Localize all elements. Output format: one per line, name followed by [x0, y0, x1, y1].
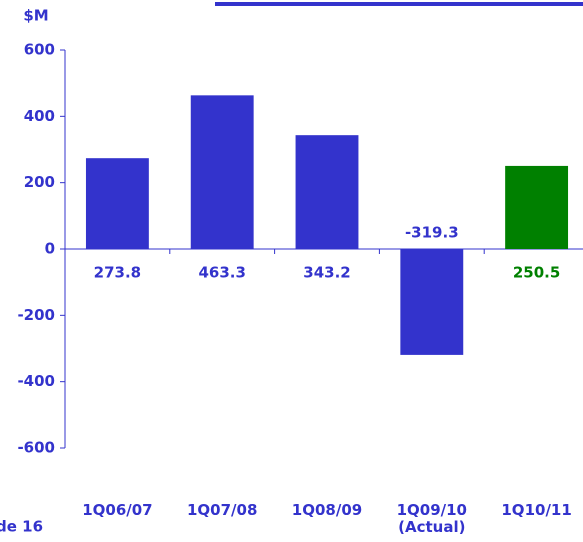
title-underline — [215, 2, 583, 6]
bar — [505, 165, 569, 249]
bar — [85, 158, 149, 249]
footer: de 16 — [0, 518, 43, 536]
x-tick-label: 1Q08/09 — [292, 501, 362, 519]
value-label: 463.3 — [198, 264, 245, 282]
y-axis-label: $M — [23, 7, 48, 25]
bar — [190, 95, 254, 249]
value-label: 250.5 — [513, 264, 560, 282]
x-tick-label: 1Q10/11 — [501, 501, 571, 519]
x-tick-label: 1Q07/08 — [187, 501, 257, 519]
value-label: -319.3 — [405, 224, 459, 242]
y-tick-label: 400 — [24, 107, 55, 125]
y-tick-label: -200 — [17, 306, 55, 324]
y-tick-label: 0 — [45, 240, 55, 258]
y-tick-label: 200 — [24, 173, 55, 191]
y-tick-label: -400 — [17, 372, 55, 390]
x-tick-label: 1Q06/07 — [82, 501, 152, 519]
x-tick-label: 1Q09/10 (Actual) — [397, 501, 467, 536]
y-tick-label: 600 — [24, 41, 55, 59]
y-tick-label: -600 — [17, 439, 55, 457]
value-label: 343.2 — [303, 264, 350, 282]
bar — [400, 249, 464, 355]
bar — [295, 135, 359, 249]
value-label: 273.8 — [94, 264, 141, 282]
